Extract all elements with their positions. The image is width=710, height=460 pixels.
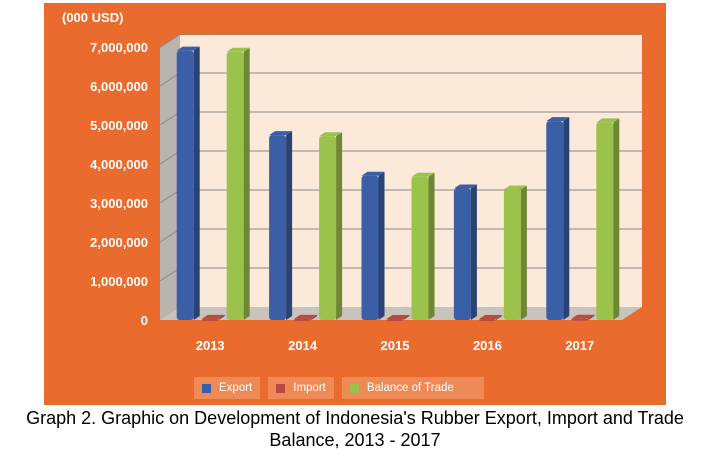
- bar-side: [403, 314, 410, 320]
- bar-top: [269, 131, 293, 136]
- bar-balance-of-trade: [226, 51, 244, 320]
- bar-chart: (000 USD) 0 1,000,000 2,000,000 3,000,000 4,…: [62, 10, 642, 353]
- bar-top: [503, 185, 527, 190]
- left-wall: [160, 35, 180, 320]
- chart-caption: Graph 2. Graphic on Development of Indon…: [0, 407, 710, 451]
- bar-import: [201, 318, 219, 321]
- chart-panel: (000 USD) 0 1,000,000 2,000,000 3,000,000 4,…: [44, 3, 666, 405]
- y-tick-label: 2,000,000: [90, 235, 148, 250]
- legend-swatch-balance: [349, 383, 359, 393]
- bar-side: [311, 314, 318, 320]
- bar-export: [361, 175, 379, 320]
- bar-top: [176, 46, 200, 51]
- caption-line-2: Balance, 2013 - 2017: [269, 430, 441, 450]
- bar-balance-of-trade: [319, 136, 337, 320]
- bar-top: [201, 314, 225, 319]
- bar-import: [478, 319, 496, 322]
- bar-export: [269, 135, 287, 320]
- x-tick-label: 2014: [288, 338, 318, 353]
- y-tick-label: 6,000,000: [90, 79, 148, 94]
- bar-top: [361, 171, 385, 176]
- legend-item-balance: Balance of Trade: [341, 377, 484, 399]
- bar-top: [319, 132, 343, 137]
- bar-top: [596, 118, 620, 123]
- y-tick-label: 4,000,000: [90, 157, 148, 172]
- unit-label: (000 USD): [62, 10, 123, 25]
- y-tick-label: 0: [141, 313, 148, 328]
- x-tick-label: 2016: [473, 338, 502, 353]
- bar-import: [571, 318, 589, 321]
- legend-swatch-export: [202, 383, 211, 393]
- bar-export: [546, 121, 564, 320]
- bar-side: [470, 184, 477, 320]
- legend-item-export: Export: [194, 377, 261, 399]
- bar-top: [478, 315, 502, 320]
- legend-label-export: Export: [219, 382, 253, 394]
- legend-label-import: Import: [293, 382, 326, 394]
- bar-top: [546, 117, 570, 122]
- bar-side: [286, 131, 293, 320]
- bar-top: [226, 47, 250, 52]
- bar-balance-of-trade: [596, 122, 614, 320]
- bar-import: [294, 318, 312, 321]
- legend: Export Import Balance of Trade: [194, 377, 484, 399]
- gridline: [159, 33, 642, 48]
- bar-export: [453, 188, 471, 320]
- y-tick-label: 3,000,000: [90, 196, 148, 211]
- x-tick-label: 2013: [196, 338, 225, 353]
- bar-balance-of-trade: [503, 189, 521, 320]
- legend-label-balance: Balance of Trade: [366, 382, 454, 394]
- x-tick-label: 2015: [381, 338, 410, 353]
- bar-top: [571, 314, 595, 319]
- y-tick-label: 1,000,000: [90, 274, 148, 289]
- legend-item-import: Import: [268, 377, 334, 399]
- bar-side: [495, 315, 502, 320]
- caption-line-1: Graph 2. Graphic on Development of Indon…: [26, 408, 684, 428]
- x-tick-label: 2017: [565, 338, 594, 353]
- bar-side: [520, 185, 527, 320]
- bar-side: [613, 118, 620, 320]
- bar-top: [411, 172, 435, 177]
- bar-side: [428, 172, 435, 320]
- bar-side: [563, 117, 570, 320]
- bar-import: [386, 318, 404, 321]
- y-tick-label: 7,000,000: [90, 40, 148, 55]
- bar-top: [453, 184, 477, 189]
- bar-side: [193, 46, 200, 321]
- bar-side: [336, 132, 343, 320]
- bar-balance-of-trade: [411, 176, 429, 320]
- bar-export: [176, 50, 194, 321]
- bar-side: [378, 171, 385, 320]
- bar-top: [294, 314, 318, 319]
- bar-side: [218, 314, 225, 320]
- legend-swatch-import: [276, 383, 286, 393]
- bar-side: [588, 314, 595, 320]
- bar-top: [386, 314, 410, 319]
- y-tick-label: 5,000,000: [90, 118, 148, 133]
- bar-side: [243, 47, 250, 320]
